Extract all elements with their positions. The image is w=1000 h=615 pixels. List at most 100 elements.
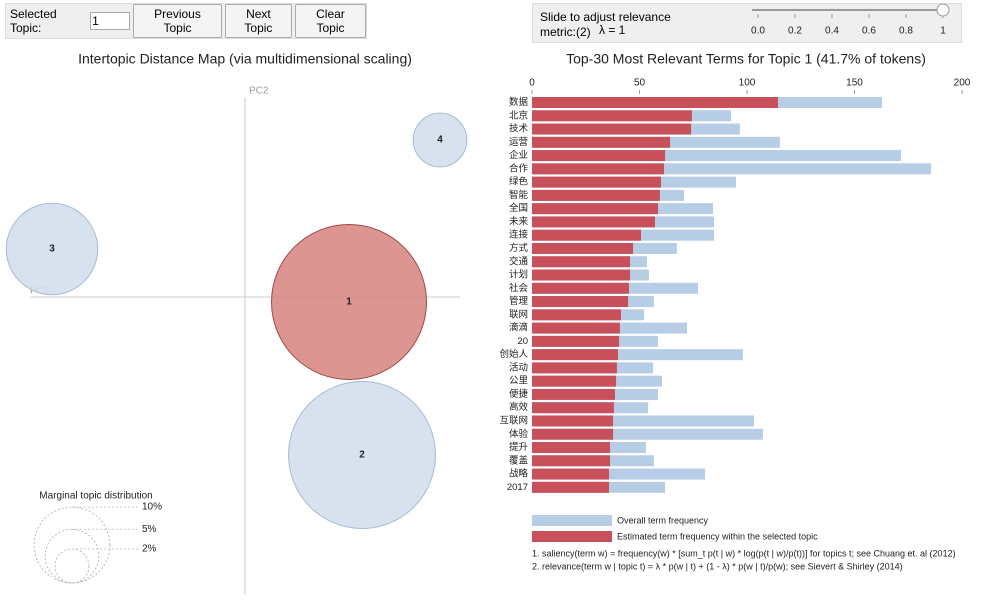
term-label[interactable]: 北京 xyxy=(509,109,528,121)
term-label[interactable]: 社会 xyxy=(509,282,529,294)
overall-bar xyxy=(532,428,763,440)
slider-label: Slide to adjust relevance metric:(2) xyxy=(540,10,671,39)
term-label[interactable]: 方式 xyxy=(509,242,529,254)
legend-circle xyxy=(44,528,100,584)
term-label[interactable]: 战略 xyxy=(509,468,529,480)
estimated-bar xyxy=(532,150,666,162)
term-label[interactable]: 计划 xyxy=(509,269,528,281)
term-label[interactable]: 互联网 xyxy=(499,415,528,426)
x-tick-label: 50 xyxy=(634,78,646,89)
estimated-bar xyxy=(532,362,617,374)
slider-tick-label: 0.2 xyxy=(788,26,802,37)
legend-label: 2% xyxy=(142,544,157,555)
estimated-bar xyxy=(532,282,629,294)
estimated-bar xyxy=(532,136,671,148)
slider-tick-label: 0.6 xyxy=(862,26,876,37)
previous-button[interactable]: Previous Topic xyxy=(133,4,222,38)
legend-label: Estimated term frequency within the sele… xyxy=(617,531,818,541)
topic-label: 1 xyxy=(346,297,352,308)
clear-button[interactable]: Clear Topic xyxy=(294,4,366,38)
lambda-label: λ = 1 xyxy=(599,23,626,37)
term-label[interactable]: 技术 xyxy=(509,123,529,135)
term-label[interactable]: 体验 xyxy=(509,428,529,440)
topic-label: 4 xyxy=(437,135,443,146)
overall-bar xyxy=(532,349,743,361)
term-label[interactable]: 创始人 xyxy=(499,348,528,360)
term-label[interactable]: 交通 xyxy=(509,255,529,267)
topic-label: 3 xyxy=(49,244,55,255)
topic-circle[interactable] xyxy=(5,202,99,296)
slider-tick-label: 0.4 xyxy=(825,26,839,37)
estimated-bar xyxy=(532,481,609,493)
term-label[interactable]: 运营 xyxy=(509,136,528,148)
estimated-bar xyxy=(532,349,618,361)
x-tick-label: 200 xyxy=(954,78,971,89)
term-label[interactable]: 企业 xyxy=(509,149,528,161)
term-label[interactable]: 活动 xyxy=(509,361,528,373)
estimated-bar xyxy=(532,256,631,268)
legend-circle xyxy=(54,548,90,584)
estimated-bar xyxy=(532,123,692,135)
estimated-bar xyxy=(532,468,609,480)
estimated-bar xyxy=(532,97,778,108)
topic-input[interactable] xyxy=(90,12,131,30)
estimated-bar xyxy=(532,388,615,400)
estimated-bar xyxy=(532,189,660,201)
estimated-bar xyxy=(532,442,611,454)
term-label[interactable]: 全国 xyxy=(509,202,528,214)
term-label[interactable]: 管理 xyxy=(509,295,529,307)
term-label[interactable]: 智能 xyxy=(509,189,529,201)
estimated-bar xyxy=(532,455,611,467)
estimated-bar xyxy=(532,110,692,122)
estimated-bar xyxy=(532,229,642,241)
term-label[interactable]: 便捷 xyxy=(509,388,529,400)
term-label[interactable]: 公里 xyxy=(509,376,528,387)
term-label[interactable]: 提升 xyxy=(509,441,529,453)
terms-title: Top-30 Most Relevant Terms for Topic 1 (… xyxy=(566,51,926,67)
term-label[interactable]: 数据 xyxy=(509,96,529,108)
legend-swatch xyxy=(532,515,612,526)
legend-circle xyxy=(33,506,111,584)
x-tick-label: 100 xyxy=(739,78,756,89)
term-label[interactable]: 未来 xyxy=(509,215,529,227)
term-label[interactable]: 合作 xyxy=(509,162,529,174)
estimated-bar xyxy=(532,163,665,175)
topic-circle[interactable] xyxy=(271,224,427,380)
estimated-bar xyxy=(532,375,617,387)
topic-circle[interactable] xyxy=(288,381,436,529)
slider-tick-label: 1 xyxy=(940,26,946,37)
term-label[interactable]: 20 xyxy=(517,336,528,347)
legend-label: 10% xyxy=(142,502,162,513)
next-button[interactable]: Next Topic xyxy=(224,4,292,38)
term-label[interactable]: 连接 xyxy=(509,229,529,241)
term-label[interactable]: 高效 xyxy=(509,401,529,413)
topic-label: 2 xyxy=(359,450,365,461)
legend-swatch xyxy=(532,531,612,542)
overall-bar xyxy=(532,468,706,480)
estimated-bar xyxy=(532,402,614,414)
term-label[interactable]: 绿色 xyxy=(509,176,529,188)
slider-tick-label: 0.8 xyxy=(899,26,913,37)
term-label[interactable]: 联网 xyxy=(509,309,528,320)
term-label[interactable]: 2017 xyxy=(507,482,528,493)
legend-title: Marginal topic distribution xyxy=(39,491,152,502)
pc2-label: PC2 xyxy=(249,86,269,97)
topic-circle[interactable] xyxy=(412,112,468,168)
estimated-bar xyxy=(532,176,661,188)
estimated-bar xyxy=(532,309,622,321)
topic-controls: Selected Topic: Previous Topic Next Topi… xyxy=(5,3,367,39)
x-tick-label: 0 xyxy=(529,78,535,89)
x-tick-label: 150 xyxy=(846,78,863,89)
estimated-bar xyxy=(532,335,620,347)
overall-bar xyxy=(532,415,755,427)
slider-knob[interactable] xyxy=(936,3,950,17)
overall-bar xyxy=(532,163,932,175)
map-title: Intertopic Distance Map (via multidimens… xyxy=(78,51,412,67)
estimated-bar xyxy=(532,216,655,228)
estimated-bar xyxy=(532,415,614,427)
footnote: 2. relevance(term w | topic t) = λ * p(w… xyxy=(532,561,903,571)
term-label[interactable]: 覆盖 xyxy=(509,454,529,466)
term-label[interactable]: 滴滴 xyxy=(509,322,528,334)
